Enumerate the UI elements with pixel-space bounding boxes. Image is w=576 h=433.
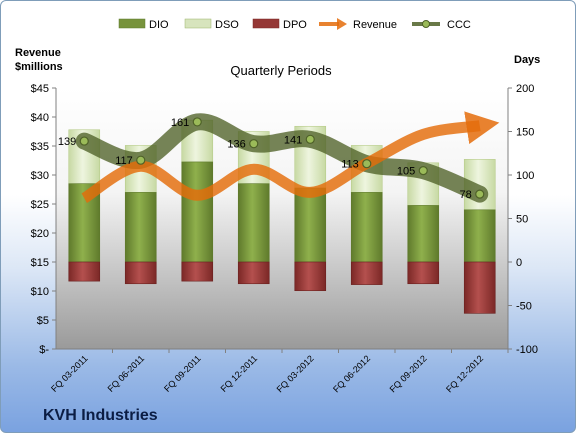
left-tick-label: $10 bbox=[31, 286, 49, 298]
x-tick-label: FQ 03-2011 bbox=[49, 353, 90, 394]
left-tick-label: $35 bbox=[31, 141, 49, 153]
left-axis-title-line2: $millions bbox=[15, 61, 63, 73]
right-tick-label: 100 bbox=[516, 170, 534, 182]
bar-dio bbox=[350, 192, 383, 263]
right-tick-label: 200 bbox=[516, 83, 534, 95]
ccc-data-label: 141 bbox=[284, 134, 302, 146]
revenue-line bbox=[81, 111, 500, 203]
legend: DIO DSO DPO Revenue CCC bbox=[118, 18, 471, 31]
ccc-marker bbox=[305, 134, 315, 144]
ccc-data-label: 139 bbox=[58, 136, 76, 148]
line-layer: 139 117 161 136 141 113 105 78 bbox=[58, 111, 500, 203]
ccc-data-label: 105 bbox=[397, 166, 415, 178]
bar-dio bbox=[124, 192, 157, 263]
left-axis-title-line1: Revenue bbox=[15, 47, 61, 59]
bar-dio bbox=[407, 205, 440, 263]
x-tick-label: FQ 12-2011 bbox=[219, 353, 260, 394]
right-tick-label: 50 bbox=[516, 214, 528, 226]
right-tick-label: 0 bbox=[516, 257, 522, 269]
ccc-data-label: 117 bbox=[115, 155, 133, 167]
ccc-marker bbox=[362, 159, 372, 169]
left-tick-label: $40 bbox=[31, 112, 49, 124]
legend-label-revenue: Revenue bbox=[353, 19, 397, 31]
legend-label-dso: DSO bbox=[215, 19, 239, 31]
bar-dio bbox=[181, 161, 214, 263]
x-tick-label: FQ 09-2011 bbox=[162, 353, 203, 394]
legend-swatch-dpo bbox=[252, 18, 280, 29]
bar-dpo bbox=[124, 261, 157, 285]
bar-dpo bbox=[407, 261, 440, 285]
bar-dpo bbox=[181, 261, 214, 282]
ccc-line bbox=[75, 113, 489, 203]
legend-swatch-dso bbox=[184, 18, 212, 29]
left-tick-label: $5 bbox=[37, 315, 49, 327]
x-tick-label: FQ 09-2012 bbox=[388, 353, 429, 394]
bar-dio bbox=[294, 187, 327, 263]
ccc-data-label: 78 bbox=[460, 189, 472, 201]
x-tick-label: FQ 03-2012 bbox=[275, 353, 316, 394]
legend-swatch-dio bbox=[118, 18, 146, 29]
right-tick-label: -100 bbox=[516, 344, 538, 356]
right-axis-title: Days bbox=[514, 54, 540, 66]
bar-dpo bbox=[68, 261, 101, 282]
ccc-marker bbox=[475, 189, 485, 199]
ccc-marker bbox=[192, 117, 202, 127]
bar-dpo bbox=[463, 261, 496, 314]
ccc-marker bbox=[79, 136, 89, 146]
legend-label-ccc: CCC bbox=[447, 19, 471, 31]
bar-dpo bbox=[237, 261, 270, 285]
left-tick-label: $- bbox=[39, 344, 49, 356]
ccc-marker bbox=[249, 139, 259, 149]
bar-dio bbox=[237, 183, 270, 263]
legend-marker-ccc bbox=[422, 20, 430, 28]
x-tick-label: FQ 06-2012 bbox=[331, 353, 372, 394]
legend-label-dio: DIO bbox=[149, 19, 169, 31]
x-tick-label: FQ 12-2012 bbox=[444, 353, 485, 394]
ccc-data-label: 161 bbox=[171, 117, 189, 129]
bar-dpo bbox=[350, 261, 383, 285]
company-name: KVH Industries bbox=[43, 407, 158, 424]
left-tick-label: $20 bbox=[31, 228, 49, 240]
x-tick-label: FQ 06-2011 bbox=[106, 353, 147, 394]
left-tick-label: $45 bbox=[31, 83, 49, 95]
left-tick-label: $25 bbox=[31, 199, 49, 211]
legend-label-dpo: DPO bbox=[283, 19, 307, 31]
legend-arrow-revenue bbox=[337, 18, 347, 30]
chart-title: Quarterly Periods bbox=[230, 63, 332, 78]
bar-dio bbox=[463, 209, 496, 263]
ccc-marker bbox=[136, 155, 146, 165]
left-tick-label: $15 bbox=[31, 257, 49, 269]
right-tick-label: -50 bbox=[516, 301, 532, 313]
left-tick-label: $30 bbox=[31, 170, 49, 182]
right-tick-label: 150 bbox=[516, 127, 534, 139]
bar-dpo bbox=[294, 261, 327, 292]
ccc-data-label: 136 bbox=[227, 139, 245, 151]
ccc-data-label: 113 bbox=[341, 159, 359, 171]
ccc-marker bbox=[418, 166, 428, 176]
